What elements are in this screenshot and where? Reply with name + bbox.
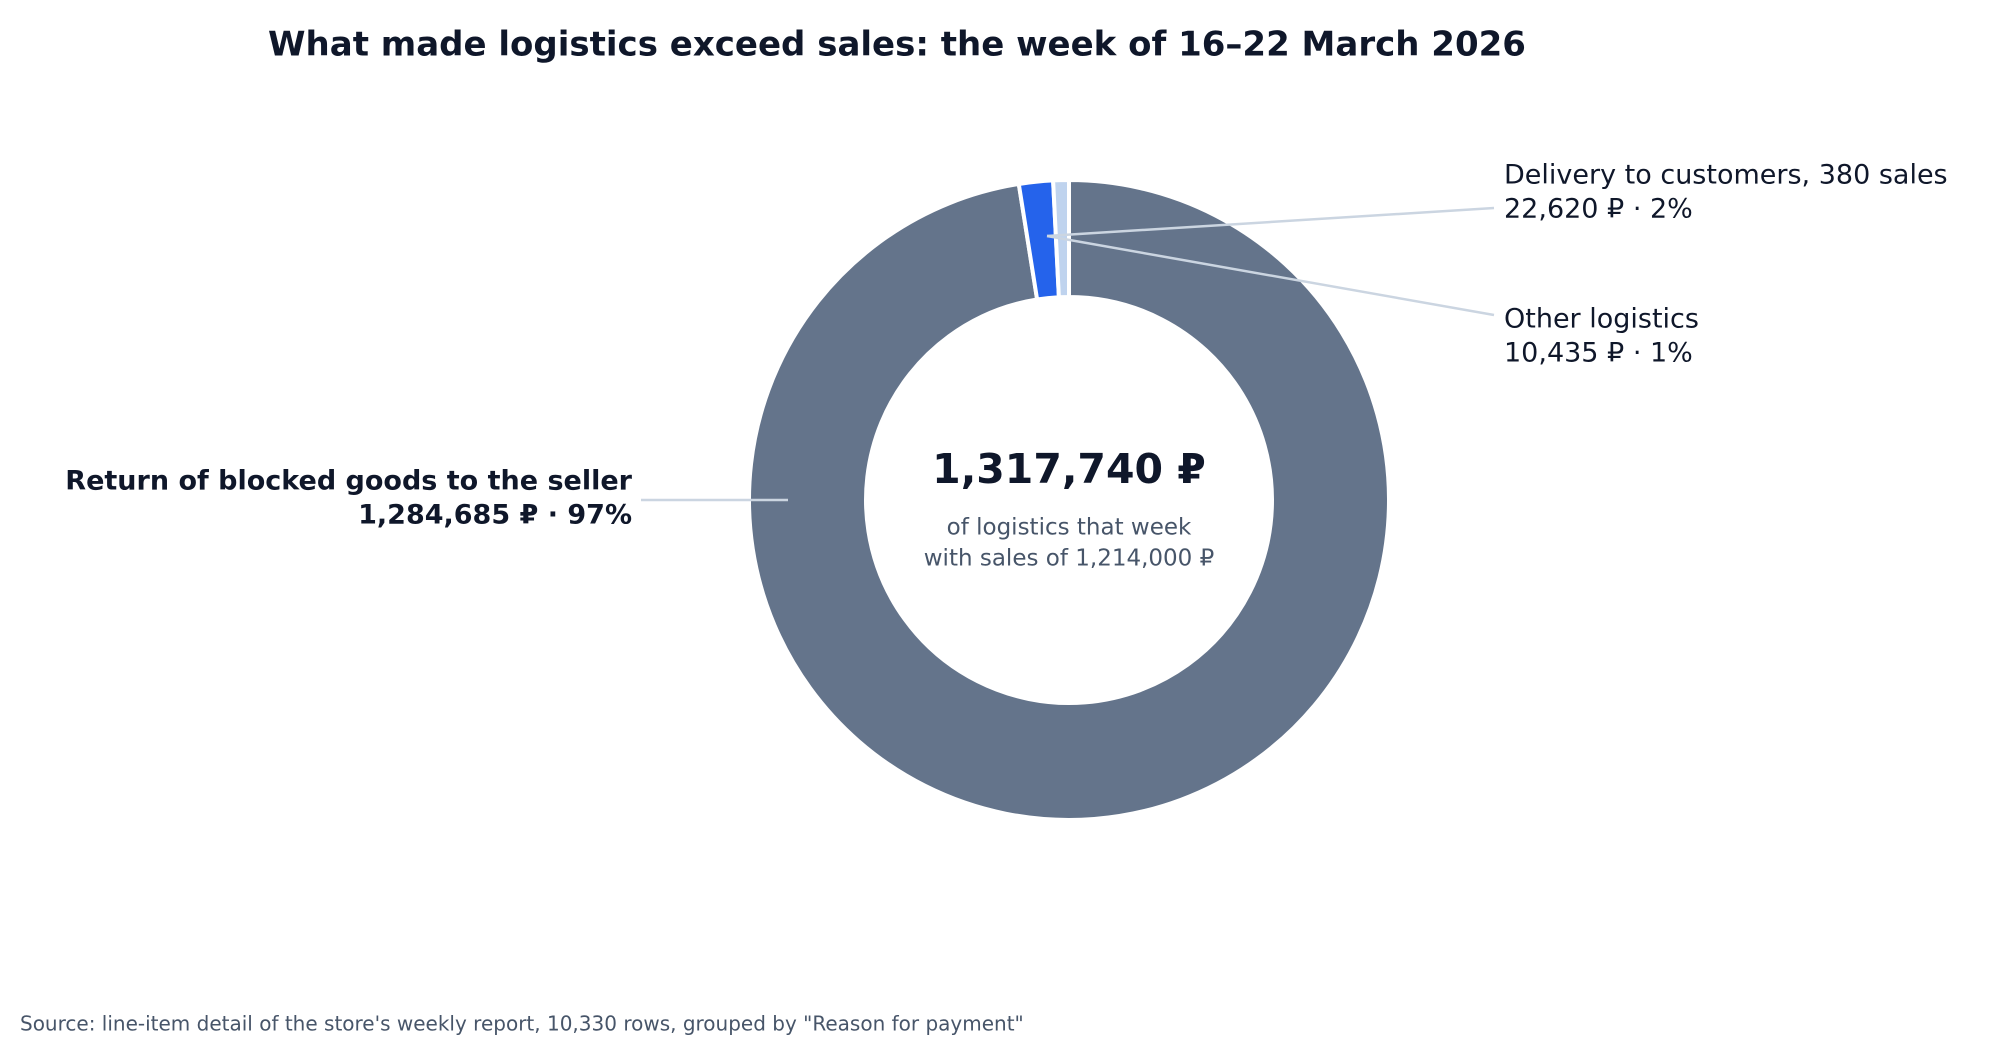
slice-label: Return of blocked goods to the seller	[65, 466, 632, 497]
center-total: 1,317,740 ₽	[932, 445, 1206, 493]
slice-value-label: 22,620 ₽ · 2%	[1504, 194, 1693, 225]
slice-label: Other logistics	[1504, 304, 1699, 335]
source-note: Source: line-item detail of the store's …	[20, 1012, 1024, 1036]
donut-slice	[747, 177, 1391, 822]
center-subtitle: of logistics that week	[947, 515, 1192, 541]
chart-title: What made logistics exceed sales: the we…	[268, 25, 1526, 65]
slice-value-label: 10,435 ₽ · 1%	[1504, 338, 1693, 369]
slice-label: Delivery to customers, 380 sales	[1504, 160, 1948, 191]
center-subtitle: with sales of 1,214,000 ₽	[924, 546, 1215, 572]
slice-value-label: 1,284,685 ₽ · 97%	[358, 500, 632, 531]
leader-line	[1046, 206, 1495, 238]
leader-line	[1046, 234, 1495, 317]
